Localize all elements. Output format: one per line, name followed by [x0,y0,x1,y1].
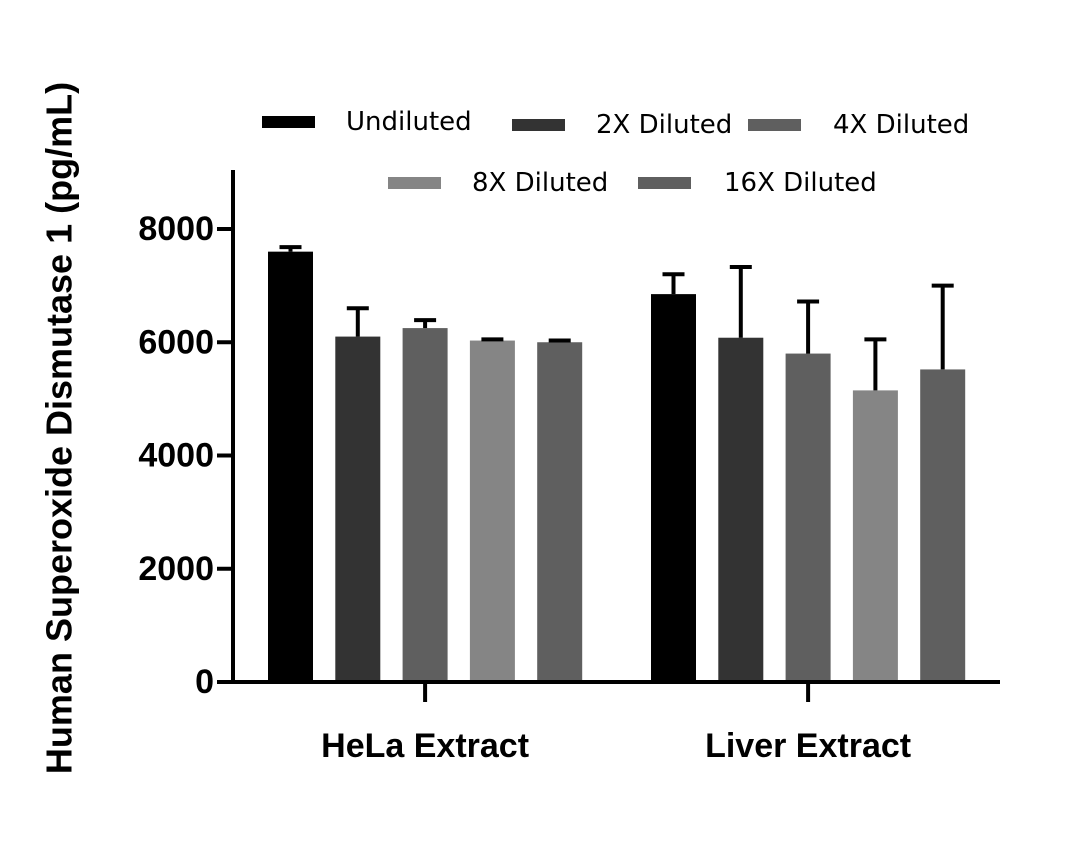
legend-label: 8X Diluted [472,168,608,198]
y-tick-label: 4000 [138,437,214,475]
y-tick-label: 2000 [138,550,214,588]
bar-8x-diluted-hela-extract [469,340,515,682]
bar-16x-diluted-hela-extract [537,342,583,682]
legend-label: 16X Diluted [724,168,877,198]
y-tick-label: 6000 [138,323,214,361]
legend-swatch [262,116,315,128]
bars-group [268,245,966,682]
bar-2x-diluted-liver-extract [718,337,764,682]
bar-16x-diluted-liver-extract [920,369,966,682]
legend-swatch [512,119,565,131]
y-ticks: 0 2000 4000 6000 8000 [138,210,233,701]
bar-8x-diluted-liver-extract [852,390,898,682]
x-category-label: Liver Extract [705,727,911,765]
bar-4x-diluted-hela-extract [402,328,448,682]
legend-label: Undiluted [346,107,472,137]
legend-swatch [638,177,691,189]
bar-undiluted-liver-extract [651,294,696,682]
bar-undiluted-hela-extract [268,251,313,682]
legend-label: 2X Diluted [596,110,732,140]
legend-label: 4X Diluted [833,110,969,140]
y-tick-label: 8000 [138,210,214,248]
y-axis-title: Human Superoxide Dismutase 1 (pg/mL) [39,82,80,774]
legend: Undiluted 2X Diluted 4X Diluted 8X Diluted 1… [262,107,969,198]
legend-swatch [388,177,441,189]
y-tick-label: 0 [195,663,214,701]
x-category-label: HeLa Extract [321,727,529,765]
bar-4x-diluted-liver-extract [785,353,831,682]
legend-swatch [748,119,801,131]
x-categories: HeLa Extract Liver Extract [321,682,911,765]
bar-2x-diluted-hela-extract [335,336,381,682]
